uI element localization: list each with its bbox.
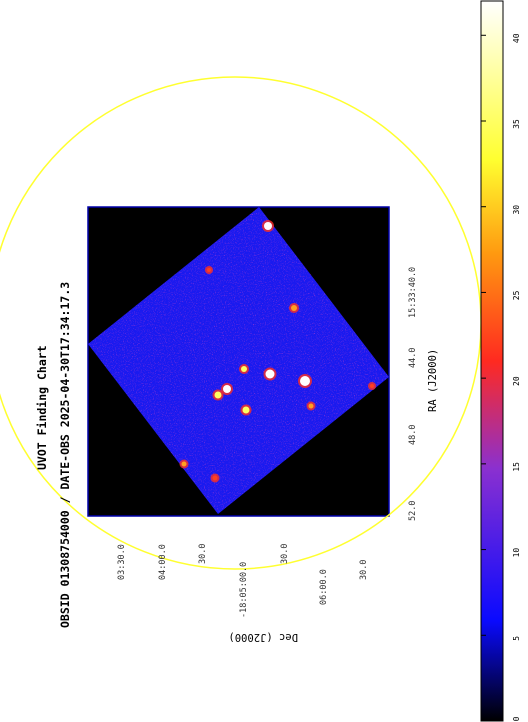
source-point: [181, 461, 187, 467]
source-point: [265, 369, 275, 379]
dec-tick: 06:00.0: [319, 569, 329, 605]
source-point: [264, 222, 272, 230]
ra-axis-label: RA (J2000): [427, 349, 439, 412]
colorbar-tick-label: 20: [512, 376, 521, 386]
colorbar-tick-label: 5: [512, 636, 521, 641]
source-point: [207, 268, 211, 272]
dec-tick: 30.0: [359, 560, 369, 580]
colorbar-tick-label: 35: [512, 119, 521, 129]
dec-tick: 04:00.0: [158, 544, 168, 580]
dec-tick: -18:05:00.0: [239, 562, 249, 618]
dec-tick: 30.0: [280, 544, 290, 564]
dec-tick: 03:30.0: [117, 544, 127, 580]
ra-tick: 15:33:40.0: [408, 267, 418, 318]
chart-title: UVOT Finding Chart: [35, 345, 49, 470]
colorbar-ticks: 0 5 10 15 20 25 30 35 40: [481, 33, 521, 722]
source-markers: [179, 220, 376, 483]
source-point: [300, 376, 310, 386]
source-point: [241, 366, 247, 372]
colorbar-tick-label: 30: [512, 205, 521, 215]
source-point: [214, 391, 222, 399]
colorbar-tick-label: 40: [512, 33, 521, 43]
colorbar-tick-label: 10: [512, 548, 521, 558]
colorbar: [480, 0, 504, 722]
source-point: [370, 384, 374, 388]
source-point: [242, 406, 250, 414]
colorbar-tick-label: 15: [512, 462, 521, 472]
source-point: [291, 305, 297, 311]
colorbar-tick-label: 0: [512, 716, 521, 721]
dec-axis-label: Dec (J2000): [228, 631, 298, 643]
source-point: [212, 475, 218, 481]
source-point: [308, 403, 314, 409]
source-point: [223, 385, 231, 393]
ra-tick: 52.0: [408, 501, 418, 521]
chart-subtitle: OBSID 01308754000 / DATE-OBS 2025-04-30T…: [58, 282, 72, 628]
colorbar-tick-label: 25: [512, 290, 521, 300]
dec-tick: 30.0: [198, 544, 208, 564]
ra-tick: 44.0: [408, 348, 418, 368]
ra-tick: 48.0: [408, 425, 418, 445]
